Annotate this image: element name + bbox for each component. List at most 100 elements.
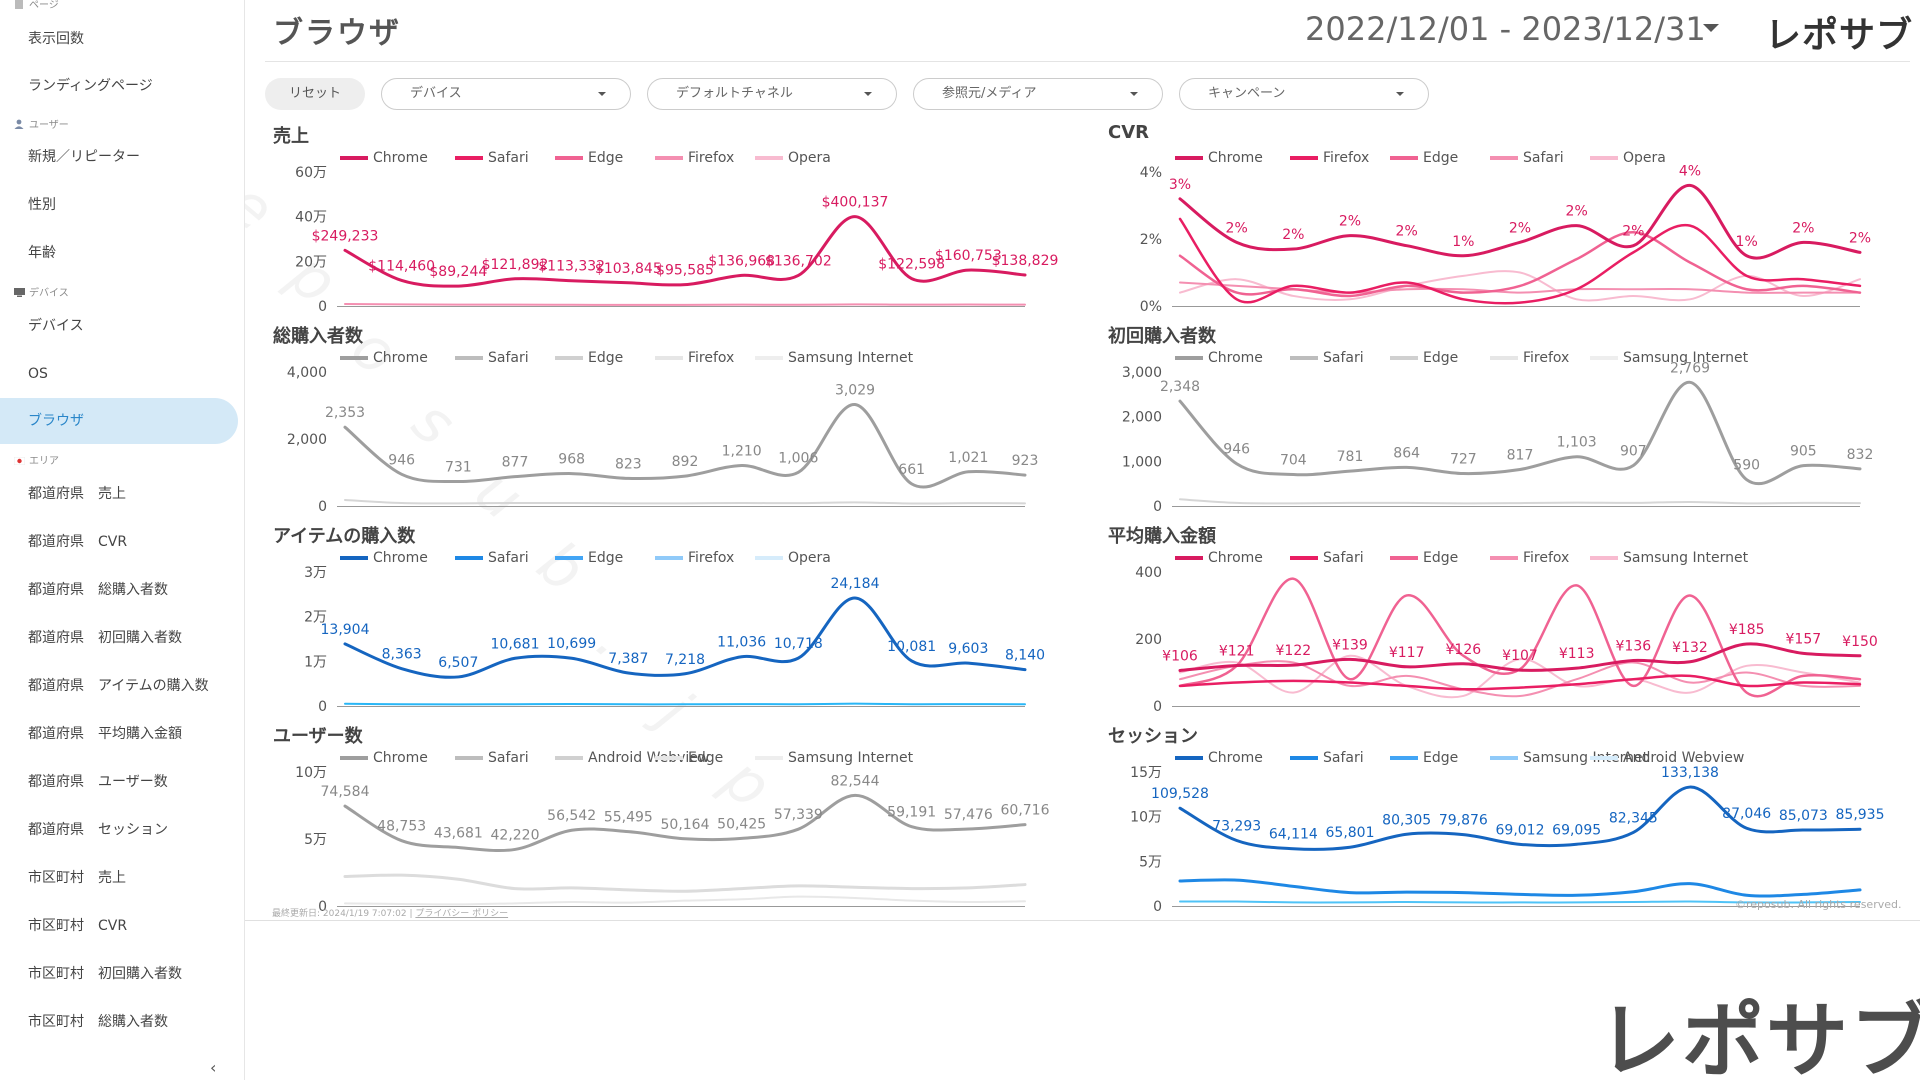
series-line[interactable] xyxy=(343,596,1027,679)
series-line[interactable] xyxy=(1178,674,1862,691)
y-tick-label: 1,000 xyxy=(1122,454,1162,470)
series-line[interactable] xyxy=(343,215,1027,288)
legend-label[interactable]: Safari xyxy=(1323,350,1364,366)
sidebar-item[interactable]: 都道府県 CVR xyxy=(28,534,128,550)
filter-dropdown[interactable]: デフォルトチャネル xyxy=(647,78,897,110)
date-range-picker[interactable]: 2022/12/01 - 2023/12/31 xyxy=(1305,10,1706,48)
legend-label[interactable]: Chrome xyxy=(373,150,428,166)
legend-swatch xyxy=(655,556,683,560)
legend-label[interactable]: Samsung Internet xyxy=(1623,550,1749,566)
data-label: $89,244 xyxy=(429,264,487,280)
sidebar-item[interactable]: 都道府県 セッション xyxy=(28,822,168,838)
legend-label[interactable]: Firefox xyxy=(688,150,734,166)
sidebar-item[interactable]: 都道府県 ユーザー数 xyxy=(28,774,168,790)
legend-label[interactable]: Edge xyxy=(1423,350,1458,366)
series-line[interactable] xyxy=(1178,878,1862,898)
data-label: 73,293 xyxy=(1212,819,1261,835)
legend-label[interactable]: Chrome xyxy=(373,550,428,566)
series-line[interactable] xyxy=(344,702,1026,706)
privacy-policy-link[interactable]: プライバシー ポリシー xyxy=(415,909,509,919)
legend-label[interactable]: Firefox xyxy=(688,350,734,366)
legend-label[interactable]: Safari xyxy=(1523,150,1564,166)
series-line[interactable] xyxy=(344,895,1026,906)
legend-swatch xyxy=(340,556,368,560)
legend-label[interactable]: Opera xyxy=(788,150,831,166)
series-line[interactable] xyxy=(344,498,1026,505)
legend-label[interactable]: Samsung Internet xyxy=(788,350,914,366)
series-line[interactable] xyxy=(1178,183,1862,260)
legend-label[interactable]: Samsung Internet xyxy=(1523,750,1649,766)
legend-label[interactable]: Samsung Internet xyxy=(788,750,914,766)
sidebar-item[interactable]: デバイス xyxy=(28,318,84,334)
filter-dropdown[interactable]: デバイス xyxy=(381,78,631,110)
data-label: 946 xyxy=(388,452,415,468)
filter-dropdown[interactable]: 参照元/メディア xyxy=(913,78,1163,110)
collapse-sidebar-icon[interactable]: ‹ xyxy=(210,1058,217,1077)
legend-label[interactable]: Edge xyxy=(688,750,723,766)
legend-label[interactable]: Safari xyxy=(1323,550,1364,566)
series-line[interactable] xyxy=(1179,498,1861,505)
legend-label[interactable]: Edge xyxy=(588,550,623,566)
legend-label[interactable]: Chrome xyxy=(1208,750,1263,766)
sidebar-item[interactable]: 市区町村 総購入者数 xyxy=(28,1014,168,1030)
sidebar-item[interactable]: 都道府県 売上 xyxy=(28,486,126,502)
legend-label[interactable]: Safari xyxy=(488,550,529,566)
line-chart: Chrome Safari Edge Firefox Samsung Internet 0… xyxy=(1135,550,1878,712)
series-line[interactable] xyxy=(344,302,1026,306)
legend-label[interactable]: Samsung Internet xyxy=(1623,350,1749,366)
sidebar-item[interactable]: 市区町村 CVR xyxy=(28,918,128,934)
legend-label[interactable]: Chrome xyxy=(373,750,428,766)
legend-label[interactable]: Safari xyxy=(1323,750,1364,766)
sidebar-item[interactable]: 都道府県 平均購入金額 xyxy=(28,726,182,742)
legend-label[interactable]: Edge xyxy=(588,150,623,166)
legend-label[interactable]: Chrome xyxy=(1208,150,1263,166)
filter-dropdown[interactable]: キャンペーン xyxy=(1179,78,1429,110)
series-line[interactable] xyxy=(1178,380,1862,486)
chevron-down-icon[interactable] xyxy=(1703,24,1719,32)
legend-label[interactable]: Opera xyxy=(788,550,831,566)
series-line[interactable] xyxy=(1179,654,1861,699)
series-line[interactable] xyxy=(1179,660,1861,698)
sidebar-item[interactable]: 市区町村 初回購入者数 xyxy=(28,966,182,982)
legend-label[interactable]: Firefox xyxy=(688,550,734,566)
sidebar-item[interactable]: 市区町村 売上 xyxy=(28,870,126,886)
series-line[interactable] xyxy=(1178,785,1862,851)
legend-label[interactable]: Edge xyxy=(1423,150,1458,166)
filter-label: デフォルトチャネル xyxy=(676,86,793,101)
sidebar-item[interactable]: ランディングページ xyxy=(28,78,153,94)
legend-label[interactable]: Chrome xyxy=(373,350,428,366)
series-line[interactable] xyxy=(1179,900,1861,904)
legend-label[interactable]: Opera xyxy=(1623,150,1666,166)
data-label: ¥136 xyxy=(1616,638,1652,654)
sidebar-item[interactable]: 都道府県 総購入者数 xyxy=(28,582,168,598)
legend-label[interactable]: Firefox xyxy=(1523,550,1569,566)
sidebar-item[interactable]: ブラウザ xyxy=(0,398,238,444)
series-line[interactable] xyxy=(343,873,1027,893)
series-line[interactable] xyxy=(343,793,1027,853)
legend-label[interactable]: Chrome xyxy=(1208,550,1263,566)
legend-label[interactable]: Chrome xyxy=(1208,350,1263,366)
series-line[interactable] xyxy=(1178,231,1862,298)
legend-label[interactable]: Safari xyxy=(488,350,529,366)
legend-label[interactable]: Edge xyxy=(1423,550,1458,566)
sidebar-item[interactable]: OS xyxy=(28,366,48,382)
legend-label[interactable]: Firefox xyxy=(1323,150,1369,166)
legend-label[interactable]: Android Webview xyxy=(588,750,709,766)
reset-button[interactable]: リセット xyxy=(265,78,365,110)
series-line[interactable] xyxy=(1178,642,1862,672)
sidebar-item[interactable]: 表示回数 xyxy=(28,31,84,47)
legend-label[interactable]: Safari xyxy=(488,750,529,766)
legend-label[interactable]: Edge xyxy=(588,350,623,366)
sidebar-item[interactable]: 性別 xyxy=(28,197,56,213)
sidebar-item[interactable]: 都道府県 初回購入者数 xyxy=(28,630,182,646)
series-line[interactable] xyxy=(343,403,1027,489)
sidebar-item[interactable]: 年齢 xyxy=(28,245,56,261)
legend-label[interactable]: Firefox xyxy=(1523,350,1569,366)
series-line[interactable] xyxy=(1178,217,1862,305)
data-label: 1,021 xyxy=(948,450,988,466)
legend-label[interactable]: Android Webview xyxy=(1623,750,1744,766)
legend-label[interactable]: Safari xyxy=(488,150,529,166)
legend-label[interactable]: Edge xyxy=(1423,750,1458,766)
sidebar-item[interactable]: 新規／リピーター xyxy=(28,149,140,165)
sidebar-item[interactable]: 都道府県 アイテムの購入数 xyxy=(28,678,209,694)
